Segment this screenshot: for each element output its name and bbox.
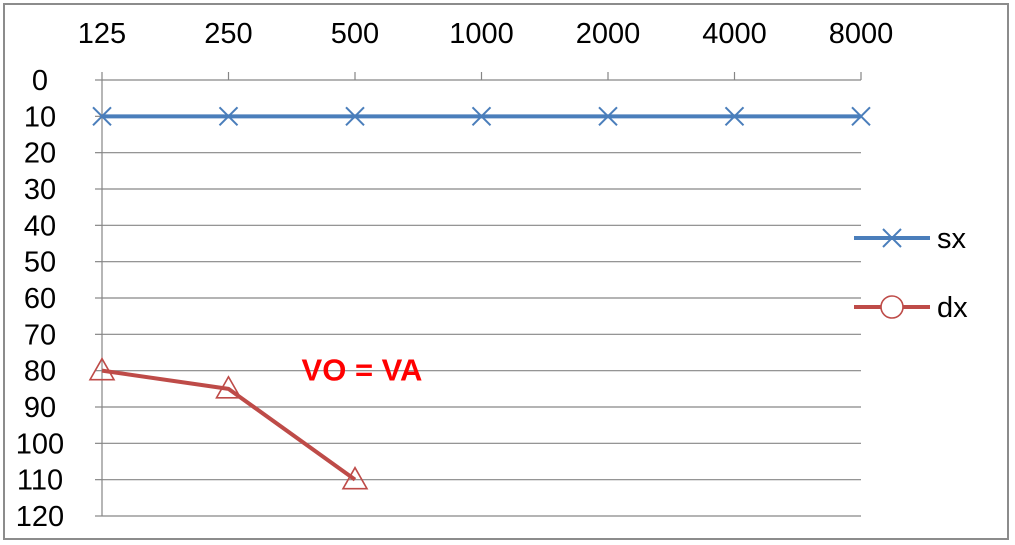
- x-tick-label: 1000: [449, 18, 514, 50]
- data-point-sx: [218, 106, 239, 127]
- y-tick-label: 120: [16, 501, 64, 533]
- legend-marker-icon: [880, 295, 904, 319]
- chart-frame: [3, 3, 1009, 540]
- data-point-dx: [215, 375, 242, 399]
- series-layer: [88, 106, 871, 490]
- y-tick-label: 20: [24, 138, 56, 170]
- y-tick-label: 100: [16, 428, 64, 460]
- series-line-dx: [101, 368, 357, 482]
- x-tick-label: 500: [331, 18, 379, 50]
- data-point-sx: [851, 106, 871, 127]
- marker-stroke: [92, 106, 112, 127]
- legend-label: dx: [937, 292, 968, 324]
- marker-stroke: [218, 106, 239, 127]
- y-tick-label: 40: [24, 210, 56, 242]
- y-tick-label: 0: [32, 65, 48, 97]
- marker-stroke: [598, 106, 618, 127]
- y-tick-label: 30: [24, 174, 56, 206]
- series-dx: [88, 357, 369, 490]
- legend-marker-icon: [882, 228, 902, 248]
- legend-label: sx: [937, 223, 967, 255]
- series-sx: [92, 106, 871, 127]
- data-point-sx: [724, 106, 745, 127]
- marker-stroke: [882, 228, 902, 248]
- y-tick-label: 50: [24, 247, 56, 279]
- y-tick-label: 10: [24, 101, 56, 133]
- y-tick-label: 70: [24, 319, 56, 351]
- marker-stroke: [471, 106, 492, 127]
- data-point-sx: [345, 106, 365, 127]
- annotation-text: VO = VA: [302, 353, 423, 388]
- y-tick-label: 90: [24, 392, 56, 424]
- marker-stroke: [851, 106, 871, 127]
- axis-layer: 0 10 20 30 40 50 60 70 80 90 100 110 120 125 250 500 100…: [16, 18, 893, 533]
- x-tick-label: 4000: [702, 18, 767, 50]
- y-tick-label: 110: [17, 465, 63, 497]
- data-point-sx: [598, 106, 618, 127]
- x-tick-label: 8000: [829, 18, 894, 50]
- legend-item-sx: sx: [854, 223, 967, 255]
- data-point-dx: [88, 357, 116, 381]
- legend-item-dx: dx: [854, 292, 968, 324]
- data-point-sx: [471, 106, 492, 127]
- data-point-sx: [92, 106, 112, 127]
- x-tick-label: 2000: [576, 18, 641, 50]
- marker-stroke: [345, 106, 365, 127]
- y-tick-label: 60: [24, 283, 56, 315]
- data-point-dx: [341, 466, 369, 490]
- annotation-layer: VO = VA: [302, 353, 423, 388]
- marker-stroke: [724, 106, 745, 127]
- grid-layer: [102, 79, 861, 517]
- legend: sx dx: [854, 223, 968, 324]
- x-tick-label: 125: [78, 18, 126, 50]
- y-tick-label: 80: [24, 356, 56, 388]
- x-tick-label: 250: [204, 18, 252, 50]
